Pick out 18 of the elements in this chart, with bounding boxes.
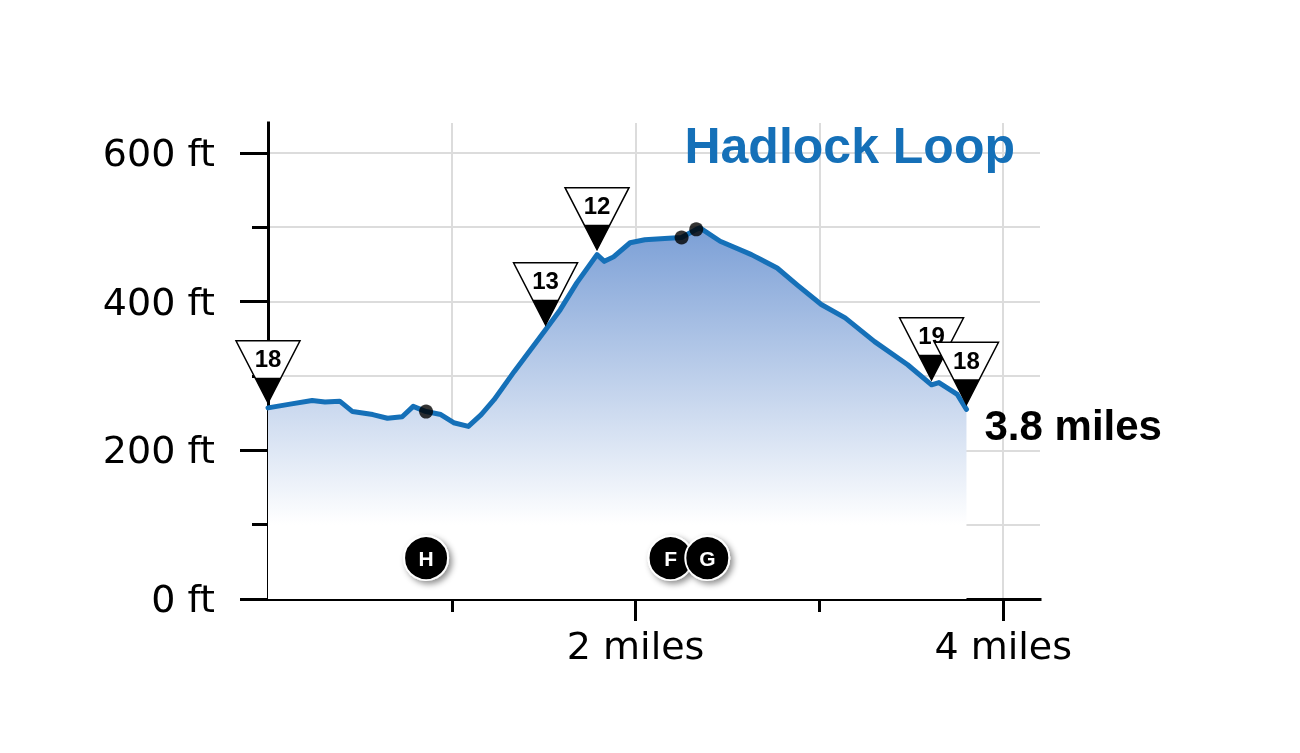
annotation: H: [418, 546, 434, 570]
y-tick-label: 600 ft: [102, 130, 215, 175]
annotation: 12: [583, 192, 611, 220]
annotation: 3.8 miles: [984, 401, 1162, 449]
x-tick-label: 4 miles: [934, 624, 1073, 668]
chart-title: Hadlock Loop: [684, 118, 1016, 174]
point: [689, 222, 704, 237]
annotation: 18: [254, 345, 282, 373]
point: [419, 404, 434, 419]
y-tick-label: 0 ft: [151, 577, 215, 621]
annotation: G: [699, 546, 716, 570]
annotation: F: [664, 546, 678, 570]
annotation: 18: [953, 346, 980, 374]
annotation: 13: [532, 267, 559, 295]
point: [674, 230, 689, 245]
y-tick-label: 200 ft: [102, 428, 215, 473]
x-tick-label: 2 miles: [566, 624, 705, 668]
y-tick-label: 400 ft: [102, 279, 215, 324]
